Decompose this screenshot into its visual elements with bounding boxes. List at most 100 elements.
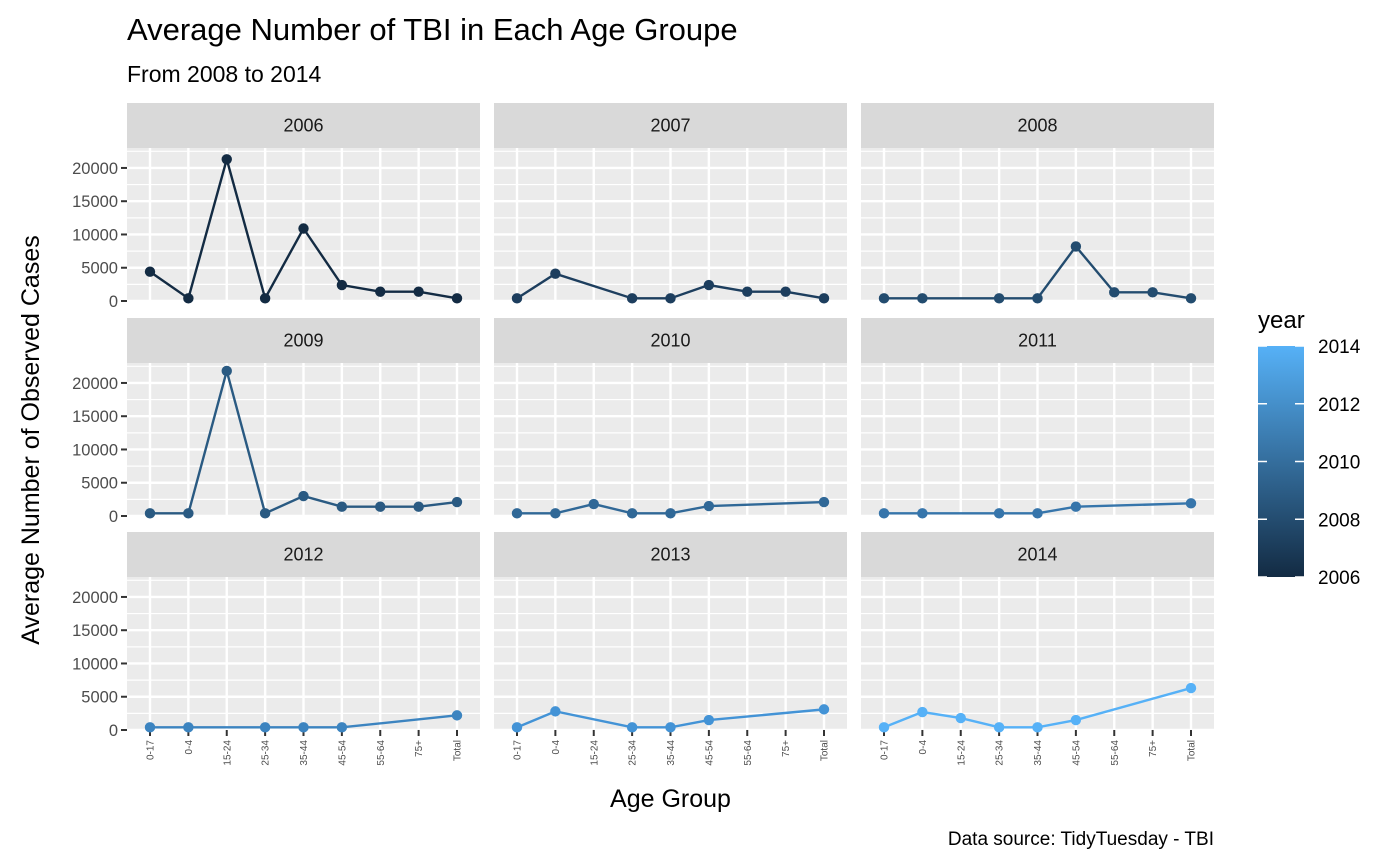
data-point [221,365,232,377]
facet-strip-label: 2007 [650,116,690,136]
data-point [1147,287,1158,298]
data-point [917,706,928,718]
data-point [917,508,928,519]
x-tick-label: 35-44 [1033,740,1044,766]
data-point [375,286,386,297]
color-legend: year 2006 2008 2010 2012 2014 [1258,307,1361,589]
data-point [451,293,463,304]
legend-title: year [1258,307,1305,334]
legend-tick-label: 2006 [1318,568,1360,589]
data-point [626,722,638,733]
x-tick-label: 55-64 [376,740,387,766]
x-tick-label: 35-44 [666,740,677,766]
data-point [665,508,676,519]
x-tick-label: 45-54 [337,740,348,766]
legend-tick-label: 2008 [1318,510,1360,531]
data-point [298,722,309,733]
x-tick-label: 0-17 [513,740,524,760]
data-point [413,501,424,512]
chart-subtitle: From 2008 to 2014 [127,61,322,87]
facet-strip-label: 2013 [650,545,690,565]
y-tick-label: 5000 [81,475,118,493]
data-point [818,496,830,508]
data-point [993,293,1005,304]
y-tick-label: 10000 [72,441,118,459]
data-point [780,286,791,297]
y-axis-title: Average Number of Observed Cases [17,235,45,644]
data-point [818,704,830,715]
facet-strip-label: 2006 [283,116,323,136]
x-axis-title: Age Group [610,785,731,813]
data-point [917,293,928,304]
x-tick-label: 0-4 [918,740,929,755]
x-tick-label: 55-64 [743,740,754,766]
x-tick-label: 45-54 [704,740,715,766]
data-point [298,223,309,234]
facet-panel-2013: 2013 0-17 0-4 15-24 25-34 35-44 45-54 55-64 75+ T… [494,532,847,766]
facet-panel-2006: 2006 0 5000 10000 15000 20000 [72,103,480,311]
chart-caption: Data source: TidyTuesday - TBI [948,829,1214,850]
facet-strip [494,103,847,148]
data-point [183,293,194,304]
x-tick-label: 35-44 [299,740,310,766]
data-point [1032,508,1043,519]
facet-strip-label: 2012 [283,545,323,565]
data-point [413,286,424,297]
y-tick-label: 0 [109,508,118,526]
data-point [259,508,271,519]
facet-strip [127,318,480,363]
data-point [626,293,638,304]
data-point [1070,714,1082,726]
data-point [144,266,156,277]
facet-strip [494,318,847,363]
data-point [221,154,232,165]
data-point [183,722,194,733]
data-point [550,508,561,519]
y-tick-label: 20000 [72,375,118,393]
data-point [1109,287,1120,298]
data-point [336,279,348,291]
facet-strip-label: 2009 [283,331,323,351]
x-tick-label: 0-17 [880,740,891,760]
y-tick-label: 0 [109,722,118,740]
series-line-2013 [516,708,825,729]
data-point [665,293,676,304]
y-tick-label: 15000 [72,408,118,426]
data-point [183,508,194,519]
data-point [588,498,599,510]
facet-strip [861,318,1214,363]
data-point [511,722,523,733]
x-tick-label: 0-4 [551,740,562,755]
data-point [259,722,271,733]
data-point [742,286,753,297]
data-point [259,293,271,304]
data-point [451,496,463,508]
data-point [336,722,348,733]
y-tick-label: 10000 [72,226,118,244]
data-point [298,490,309,502]
facet-strip [494,532,847,577]
series-line-2007 [516,272,825,300]
facet-panel-2014: 2014 0-17 0-4 15-24 25-34 35-44 45-54 55-64 75+ T… [861,532,1214,766]
data-point [626,508,638,519]
y-tick-label: 15000 [72,193,118,211]
facet-strip-label: 2010 [650,331,690,351]
data-point [993,722,1005,733]
x-tick-label: 75+ [414,740,425,757]
x-tick-label: Total [1187,740,1198,761]
x-tick-label: 45-54 [1071,740,1082,766]
y-tick-label: 5000 [81,260,118,278]
data-point [1032,293,1043,304]
data-point [511,293,523,304]
x-tick-label: 15-24 [956,740,967,766]
data-point [1032,722,1043,733]
data-point [878,293,890,304]
y-tick-label: 20000 [72,589,118,607]
data-point [955,712,966,724]
data-point [144,722,156,733]
x-tick-label: Total [820,740,831,761]
data-point [550,706,561,717]
data-point [703,279,715,291]
data-point [818,293,830,304]
